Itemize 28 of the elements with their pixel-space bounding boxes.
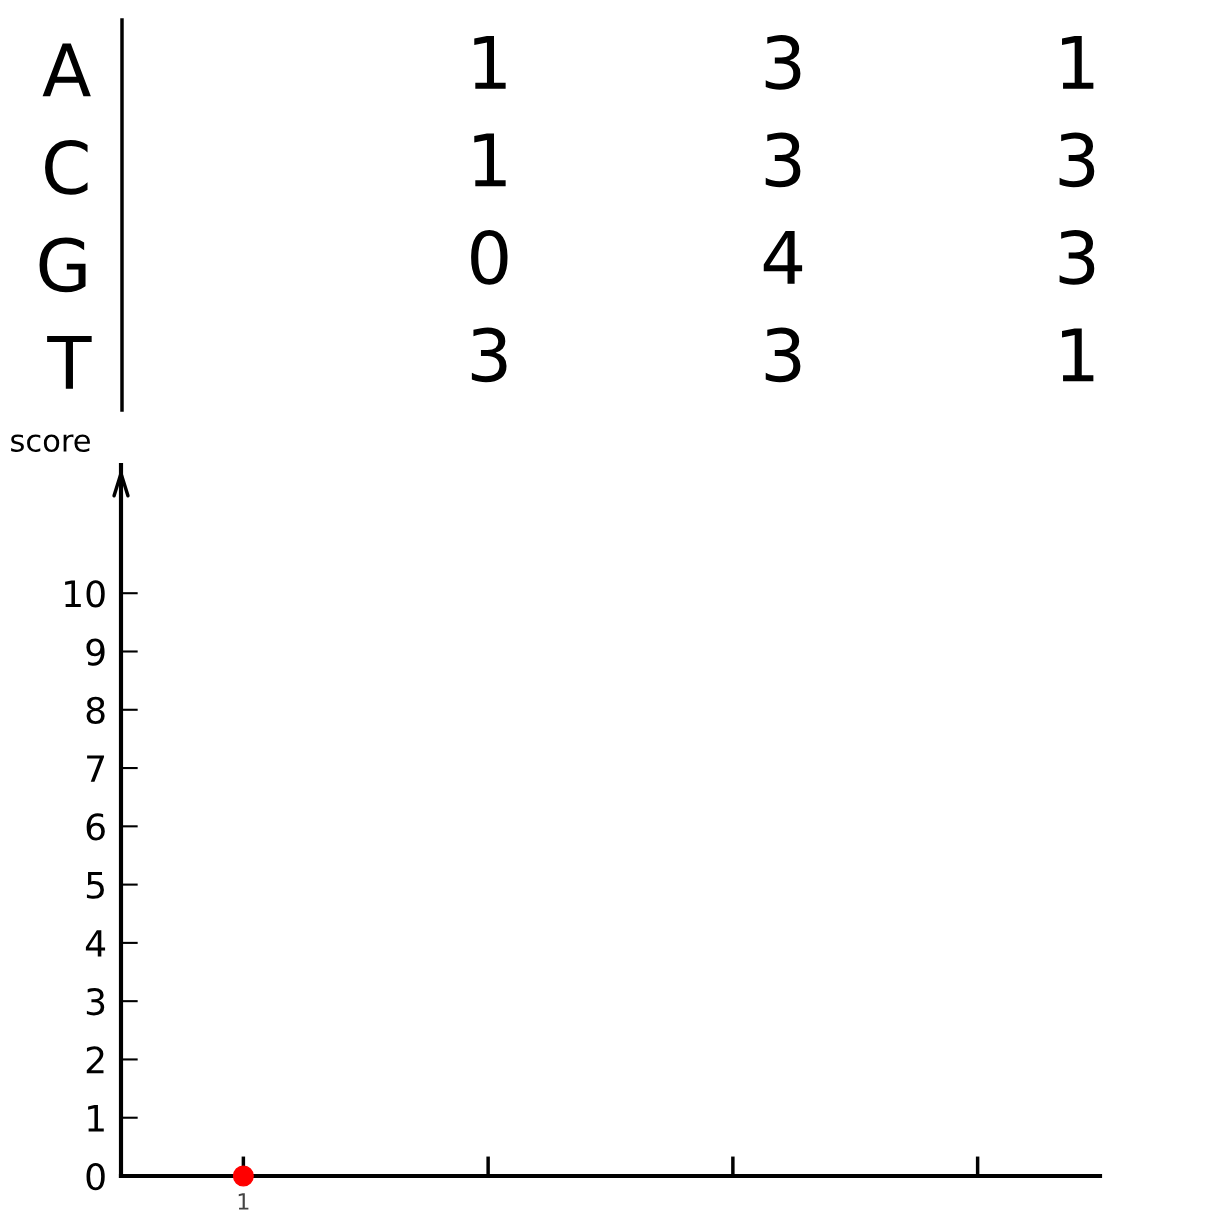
data-label: 3 <box>765 132 801 188</box>
data-label: 3 <box>1059 132 1095 188</box>
y-tick-label: 8 <box>86 696 105 724</box>
data-label: 3 <box>1059 230 1095 285</box>
y-tick-label: 6 <box>86 813 105 841</box>
y-tick-label: 1 <box>88 1105 104 1132</box>
data-label: 3 <box>765 35 801 90</box>
y-tick-label: 10 <box>65 580 105 608</box>
y-tick-label: 0 <box>86 1162 105 1191</box>
data-label: 4 <box>763 231 803 284</box>
data-label: 1 <box>474 133 506 187</box>
data-label: 3 <box>471 327 507 383</box>
data-label: 0 <box>471 230 508 285</box>
data-label: 1 <box>1062 328 1094 382</box>
y-tick-label: A <box>42 43 91 97</box>
y-tick-label: G <box>39 237 86 293</box>
y-tick-label: 5 <box>86 872 104 899</box>
y-tick-label: 3 <box>86 988 105 1016</box>
y-axis-title: score <box>11 434 90 452</box>
y-tick-label: C <box>45 140 88 195</box>
y-tick-label: T <box>47 336 92 389</box>
data-label: 3 <box>765 327 801 383</box>
y-tick-label: 7 <box>87 755 105 782</box>
data-label: 1 <box>1062 36 1094 89</box>
y-tick-label: 9 <box>86 638 105 666</box>
y-tick-label: 2 <box>86 1046 104 1074</box>
y-tick-label: 4 <box>85 930 106 957</box>
data-label: 1 <box>474 36 506 89</box>
